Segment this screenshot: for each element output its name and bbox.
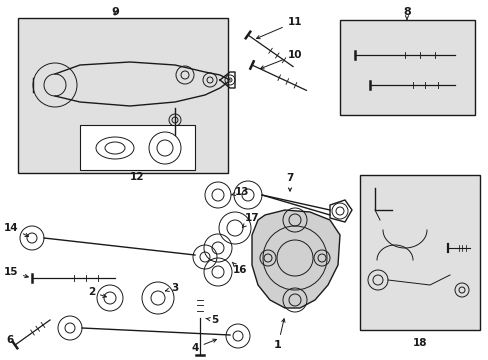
Bar	[339, 20, 474, 115]
Text: 1: 1	[274, 319, 285, 350]
Polygon shape	[251, 210, 339, 308]
Bar	[359, 175, 479, 330]
Text: 14: 14	[3, 223, 28, 237]
Text: 3: 3	[165, 283, 178, 293]
Text: 15: 15	[3, 267, 28, 278]
Text: 9: 9	[111, 7, 119, 17]
Text: 11: 11	[256, 17, 302, 39]
Text: 5: 5	[205, 315, 218, 325]
Bar	[80, 125, 195, 170]
Text: 12: 12	[129, 172, 144, 182]
Text: 18: 18	[412, 338, 427, 348]
Text: 8: 8	[402, 7, 410, 20]
Text: 2: 2	[87, 287, 106, 297]
Text: 6: 6	[6, 335, 14, 345]
Text: 16: 16	[232, 262, 247, 275]
Text: 13: 13	[231, 187, 249, 197]
Text: 7: 7	[286, 173, 293, 191]
Text: 10: 10	[260, 50, 302, 69]
Text: 17: 17	[242, 213, 259, 228]
Text: 4: 4	[191, 339, 216, 353]
Bar	[18, 18, 227, 173]
